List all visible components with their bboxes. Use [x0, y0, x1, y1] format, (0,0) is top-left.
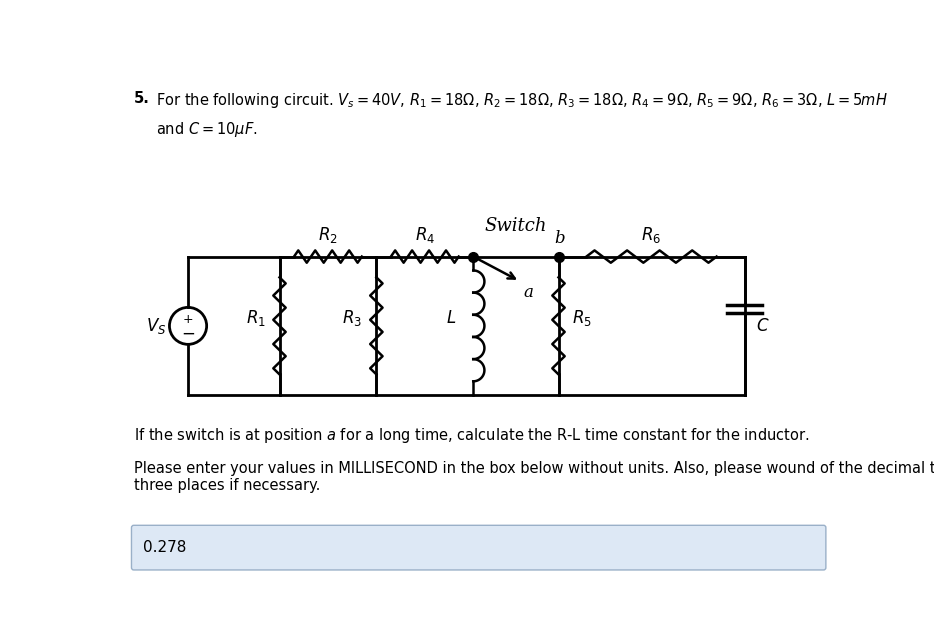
Text: +: + [183, 313, 193, 326]
Text: and $C = 10\mu F$.: and $C = 10\mu F$. [155, 120, 257, 138]
Text: For the following circuit. $V_s = 40V$, $R_1 = 18\Omega$, $R_2 = 18\Omega$, $R_3: For the following circuit. $V_s = 40V$, … [155, 91, 887, 110]
FancyBboxPatch shape [132, 525, 826, 570]
Text: $R_2$: $R_2$ [318, 225, 338, 245]
Text: Please enter your values in MILLISECOND in the box below without units. Also, pl: Please enter your values in MILLISECOND … [134, 460, 934, 493]
Text: $R_6$: $R_6$ [642, 225, 661, 245]
Text: If the switch is at position $a$ for a long time, calculate the R-L time constan: If the switch is at position $a$ for a l… [134, 426, 810, 445]
Text: $V_S$: $V_S$ [146, 316, 166, 336]
Text: 0.278: 0.278 [143, 540, 187, 555]
Text: $R_1$: $R_1$ [246, 308, 265, 328]
Text: $R_3$: $R_3$ [343, 308, 362, 328]
Text: Switch: Switch [485, 217, 547, 235]
Text: $L$: $L$ [446, 309, 456, 327]
Text: $R_4$: $R_4$ [415, 225, 435, 245]
Text: a: a [524, 284, 533, 302]
Text: $C$: $C$ [757, 317, 770, 335]
Text: $R_5$: $R_5$ [573, 308, 592, 328]
Text: b: b [555, 230, 565, 246]
Text: −: − [181, 325, 195, 343]
Text: 5.: 5. [134, 91, 149, 106]
